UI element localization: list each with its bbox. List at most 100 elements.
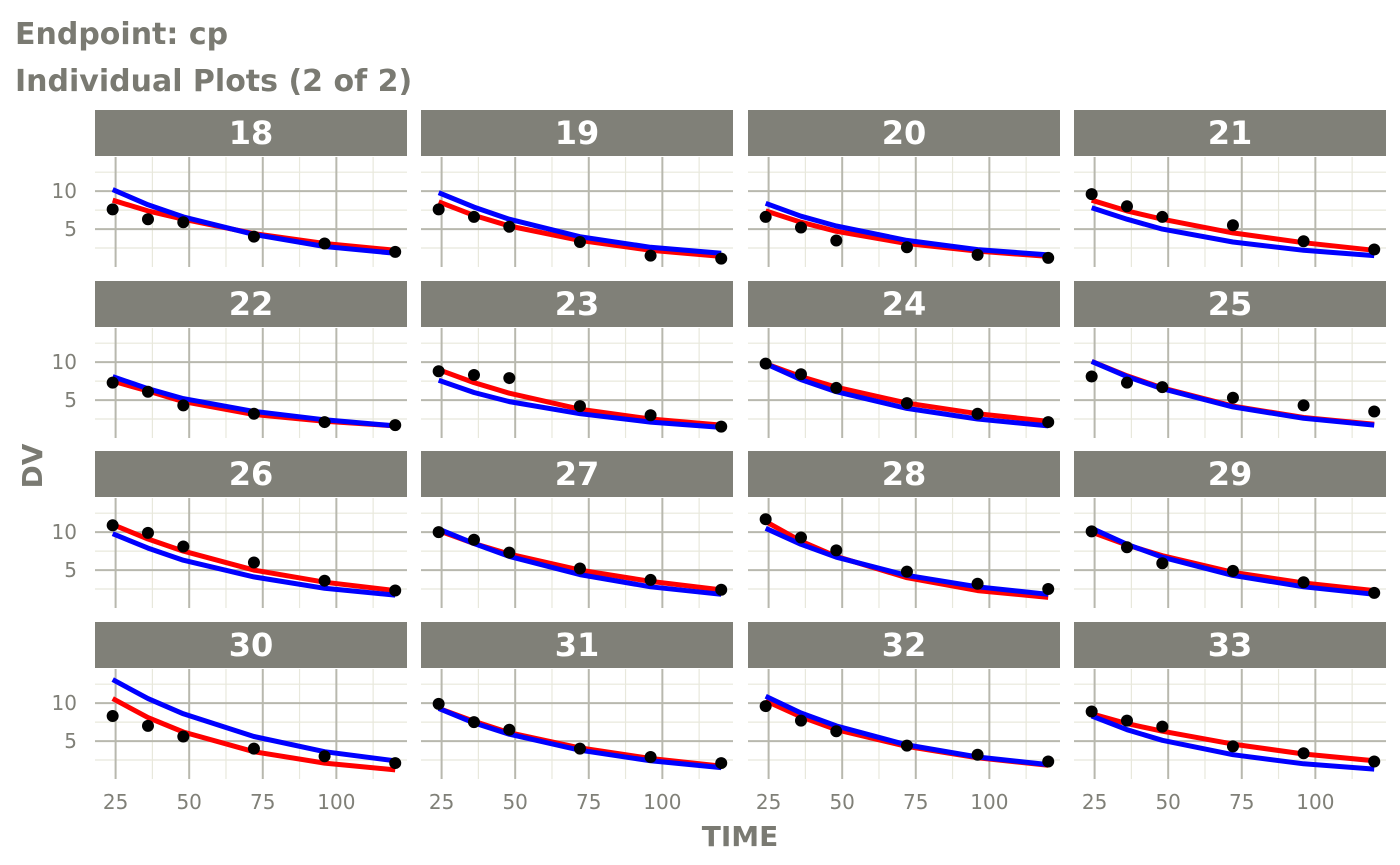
facet-panel-28: 28: [748, 451, 1060, 608]
observed-point: [971, 407, 984, 420]
observed-point: [318, 416, 331, 429]
observed-point: [389, 757, 402, 770]
observed-point: [794, 368, 807, 381]
observed-point: [1368, 405, 1381, 418]
observed-point: [971, 577, 984, 590]
observed-point: [177, 540, 190, 553]
facet-panel-23: 23: [421, 281, 733, 438]
observed-point: [432, 526, 445, 539]
observed-point: [715, 252, 728, 265]
facet-strip: [1074, 110, 1386, 156]
observed-point: [1297, 399, 1310, 412]
observed-point: [177, 730, 190, 743]
facet-strip-label: 29: [1208, 455, 1253, 493]
facet-strip: [95, 281, 407, 327]
observed-point: [432, 203, 445, 216]
facet-strip: [1074, 281, 1386, 327]
facet-panel-30: 30 5 10 25 50 75 100: [52, 622, 407, 814]
facet-strip-label: 27: [555, 455, 600, 493]
observed-point: [900, 565, 913, 578]
chart-subtitle: Individual Plots (2 of 2): [15, 64, 412, 99]
observed-point: [467, 533, 480, 546]
observed-point: [503, 546, 516, 559]
facet-strip: [95, 622, 407, 668]
observed-point: [318, 237, 331, 250]
observed-point: [573, 400, 586, 413]
observed-point: [503, 220, 516, 233]
series-line-blue: [1090, 359, 1375, 428]
x-tick-label: 100: [643, 790, 681, 814]
y-tick-label: 5: [64, 217, 77, 241]
facet-strip-label: 20: [882, 114, 927, 152]
observed-point: [1156, 557, 1169, 570]
facet-panel-20: 20: [748, 110, 1060, 267]
observed-point: [141, 385, 154, 398]
observed-point: [1156, 381, 1169, 394]
facet-strip: [1074, 451, 1386, 497]
observed-point: [247, 556, 260, 569]
y-tick-label: 5: [64, 388, 77, 412]
series-line-red: [437, 367, 722, 428]
observed-point: [1297, 235, 1310, 248]
y-tick-label: 5: [64, 729, 77, 753]
series-line-red: [111, 522, 396, 594]
observed-point: [503, 723, 516, 736]
observed-point: [318, 574, 331, 587]
y-tick-label: 10: [52, 350, 77, 374]
observed-point: [1226, 219, 1239, 232]
y-tick-label: 10: [52, 520, 77, 544]
observed-point: [1042, 416, 1055, 429]
facet-strip: [1074, 622, 1386, 668]
observed-point: [1226, 391, 1239, 404]
facet-strip: [748, 451, 1060, 497]
facet-panel-27: 27: [421, 451, 733, 608]
observed-point: [644, 409, 657, 422]
x-tick-label: 25: [103, 790, 128, 814]
x-tick-label: 50: [176, 790, 201, 814]
observed-point: [1085, 525, 1098, 538]
observed-point: [389, 245, 402, 258]
series-line-blue: [1090, 713, 1375, 772]
series-line-blue: [437, 377, 722, 430]
facet-panel-22: 22 5 10: [52, 281, 407, 438]
x-tick-label: 25: [429, 790, 454, 814]
series-line-blue: [111, 187, 396, 256]
observed-point: [1120, 541, 1133, 554]
facet-panel-21: 21: [1074, 110, 1386, 267]
observed-point: [1226, 564, 1239, 577]
chart-title-endpoint: Endpoint: cp: [15, 17, 228, 52]
series-line-red: [437, 199, 722, 259]
observed-point: [247, 742, 260, 755]
observed-point: [644, 751, 657, 763]
observed-point: [1368, 243, 1381, 256]
facet-strip-label: 19: [555, 114, 600, 152]
observed-point: [794, 714, 807, 727]
facet-strip-label: 21: [1208, 114, 1253, 152]
observed-point: [106, 376, 119, 389]
facet-strip-label: 24: [882, 285, 927, 323]
observed-point: [1297, 747, 1310, 760]
facet-strip: [95, 110, 407, 156]
series-line-red: [111, 696, 396, 773]
series-line-blue: [764, 526, 1049, 597]
series-line-red: [1090, 529, 1375, 594]
facet-strip-label: 23: [555, 285, 600, 323]
observed-point: [318, 750, 331, 763]
observed-point: [1085, 705, 1098, 718]
observed-point: [900, 397, 913, 410]
observed-point: [1156, 210, 1169, 223]
observed-point: [1368, 586, 1381, 599]
facet-strip: [421, 281, 733, 327]
observed-point: [467, 369, 480, 382]
series-line-blue: [111, 374, 396, 429]
observed-point: [503, 372, 516, 385]
observed-point: [141, 719, 154, 732]
series-line-red: [764, 361, 1049, 424]
y-axis-label: DV: [16, 443, 49, 488]
observed-point: [715, 583, 728, 596]
facet-panel-32: 32 25 50 75 100: [748, 622, 1060, 814]
series-line-blue: [437, 526, 722, 597]
observed-point: [467, 210, 480, 223]
x-tick-label: 100: [970, 790, 1008, 814]
